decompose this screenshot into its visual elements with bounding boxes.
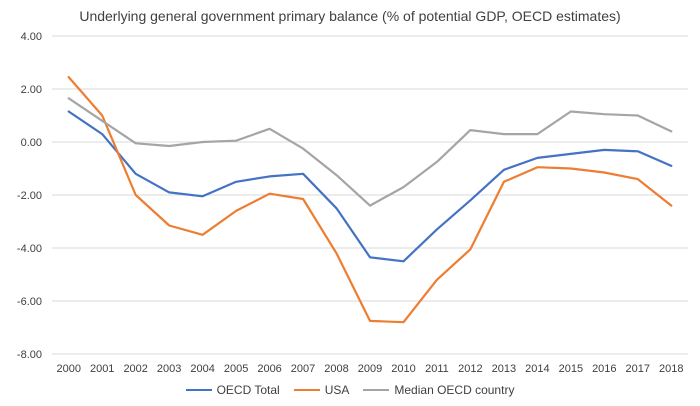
y-tick-label: 4.00 (21, 31, 42, 43)
x-tick-label: 2001 (90, 363, 114, 375)
y-tick-label: -8.00 (17, 349, 42, 361)
x-tick-label: 2000 (56, 363, 80, 375)
y-tick-label: 0.00 (21, 137, 42, 149)
x-tick-label: 2005 (224, 363, 248, 375)
series-line-usa (67, 75, 673, 324)
legend-label-median-oecd-country: Median OECD country (394, 383, 515, 397)
legend-label-oecd-total: OECD Total (216, 383, 280, 397)
x-tick-label: 2009 (358, 363, 382, 375)
x-tick-label: 2004 (190, 363, 214, 375)
legend-item-oecd-total: OECD Total (185, 383, 280, 397)
legend-item-usa: USA (293, 383, 350, 397)
x-tick-label: 2015 (559, 363, 583, 375)
y-tick-label: 2.00 (21, 84, 42, 96)
legend-swatch-oecd-total (185, 389, 212, 391)
x-tick-label: 2003 (157, 363, 181, 375)
legend-swatch-usa (293, 389, 320, 391)
chart-title: Underlying general government primary ba… (79, 8, 621, 24)
x-tick-label: 2013 (492, 363, 516, 375)
legend-swatch-median-oecd-country (363, 389, 390, 391)
x-tick-label: 2008 (324, 363, 348, 375)
y-tick-label: -2.00 (17, 190, 42, 202)
x-tick-label: 2011 (425, 363, 449, 375)
x-tick-label: 2018 (659, 363, 683, 375)
series-line-median-oecd-country (67, 97, 673, 207)
x-tick-label: 2007 (291, 363, 315, 375)
legend: OECD Total USA Median OECD country (0, 383, 700, 397)
series-line-oecd-total (67, 110, 673, 263)
x-tick-label: 2010 (391, 363, 415, 375)
legend-item-median-oecd-country: Median OECD country (363, 383, 514, 397)
y-tick-label: -6.00 (17, 296, 42, 308)
x-tick-label: 2014 (525, 363, 549, 375)
x-tick-label: 2016 (592, 363, 616, 375)
x-tick-label: 2017 (626, 363, 650, 375)
x-tick-label: 2006 (257, 363, 281, 375)
legend-label-usa: USA (324, 383, 350, 397)
y-tick-label: -4.00 (17, 243, 42, 255)
x-tick-label: 2012 (458, 363, 482, 375)
x-tick-label: 2002 (123, 363, 147, 375)
